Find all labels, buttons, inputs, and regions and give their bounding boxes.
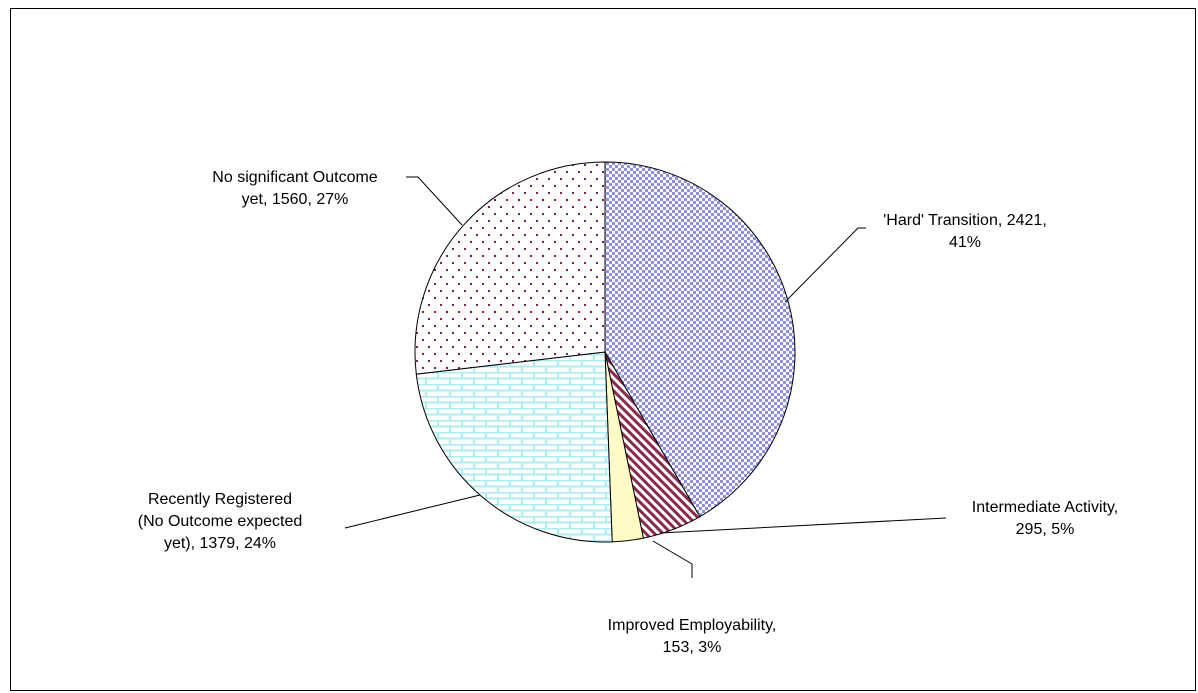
leader-line-intermediate-activity xyxy=(659,517,947,534)
data-label-no-significant-outcome-yet: No significant Outcome yet, 1560, 27% xyxy=(212,169,378,208)
data-label-line: Improved Employability, xyxy=(608,617,777,634)
pie-slice-no-significant-outcome-yet xyxy=(414,161,606,375)
pie-slice-recently-registered-no-outcome-expected-yet xyxy=(415,351,613,543)
data-label-line: Recently Registered xyxy=(148,491,292,508)
data-label-improved-employability: Improved Employability, 153, 3% xyxy=(608,617,777,656)
slices-layer xyxy=(414,161,796,543)
labels-layer: 'Hard' Transition, 2421, 41% Intermediate … xyxy=(138,169,1118,656)
leader-line-improved-employability xyxy=(652,540,693,578)
pie-slice-hard-transition xyxy=(604,161,796,518)
leader-line-hard-transition xyxy=(784,227,866,303)
data-label-line: 41% xyxy=(949,234,981,251)
data-label-line: (No Outcome expected xyxy=(138,513,303,530)
data-label-recently-registered-no-outcome-expected-yet: Recently Registered (No Outcome expected y… xyxy=(138,491,303,552)
leader-line-no-significant-outcome-yet xyxy=(406,176,463,226)
data-label-line: Intermediate Activity, xyxy=(972,499,1118,516)
data-label-line: 295, 5% xyxy=(1016,521,1075,538)
data-label-intermediate-activity: Intermediate Activity, 295, 5% xyxy=(972,499,1118,538)
data-label-line: 153, 3% xyxy=(663,639,722,656)
data-label-hard-transition: 'Hard' Transition, 2421, 41% xyxy=(883,212,1047,251)
data-label-line: yet), 1379, 24% xyxy=(164,535,276,552)
data-label-line: No significant Outcome xyxy=(212,169,378,186)
leaders-layer xyxy=(344,176,947,578)
data-label-line: 'Hard' Transition, 2421, xyxy=(883,212,1047,229)
data-label-line: yet, 1560, 27% xyxy=(242,191,349,208)
leader-line-recently-registered-no-outcome-expected-yet xyxy=(344,494,481,529)
